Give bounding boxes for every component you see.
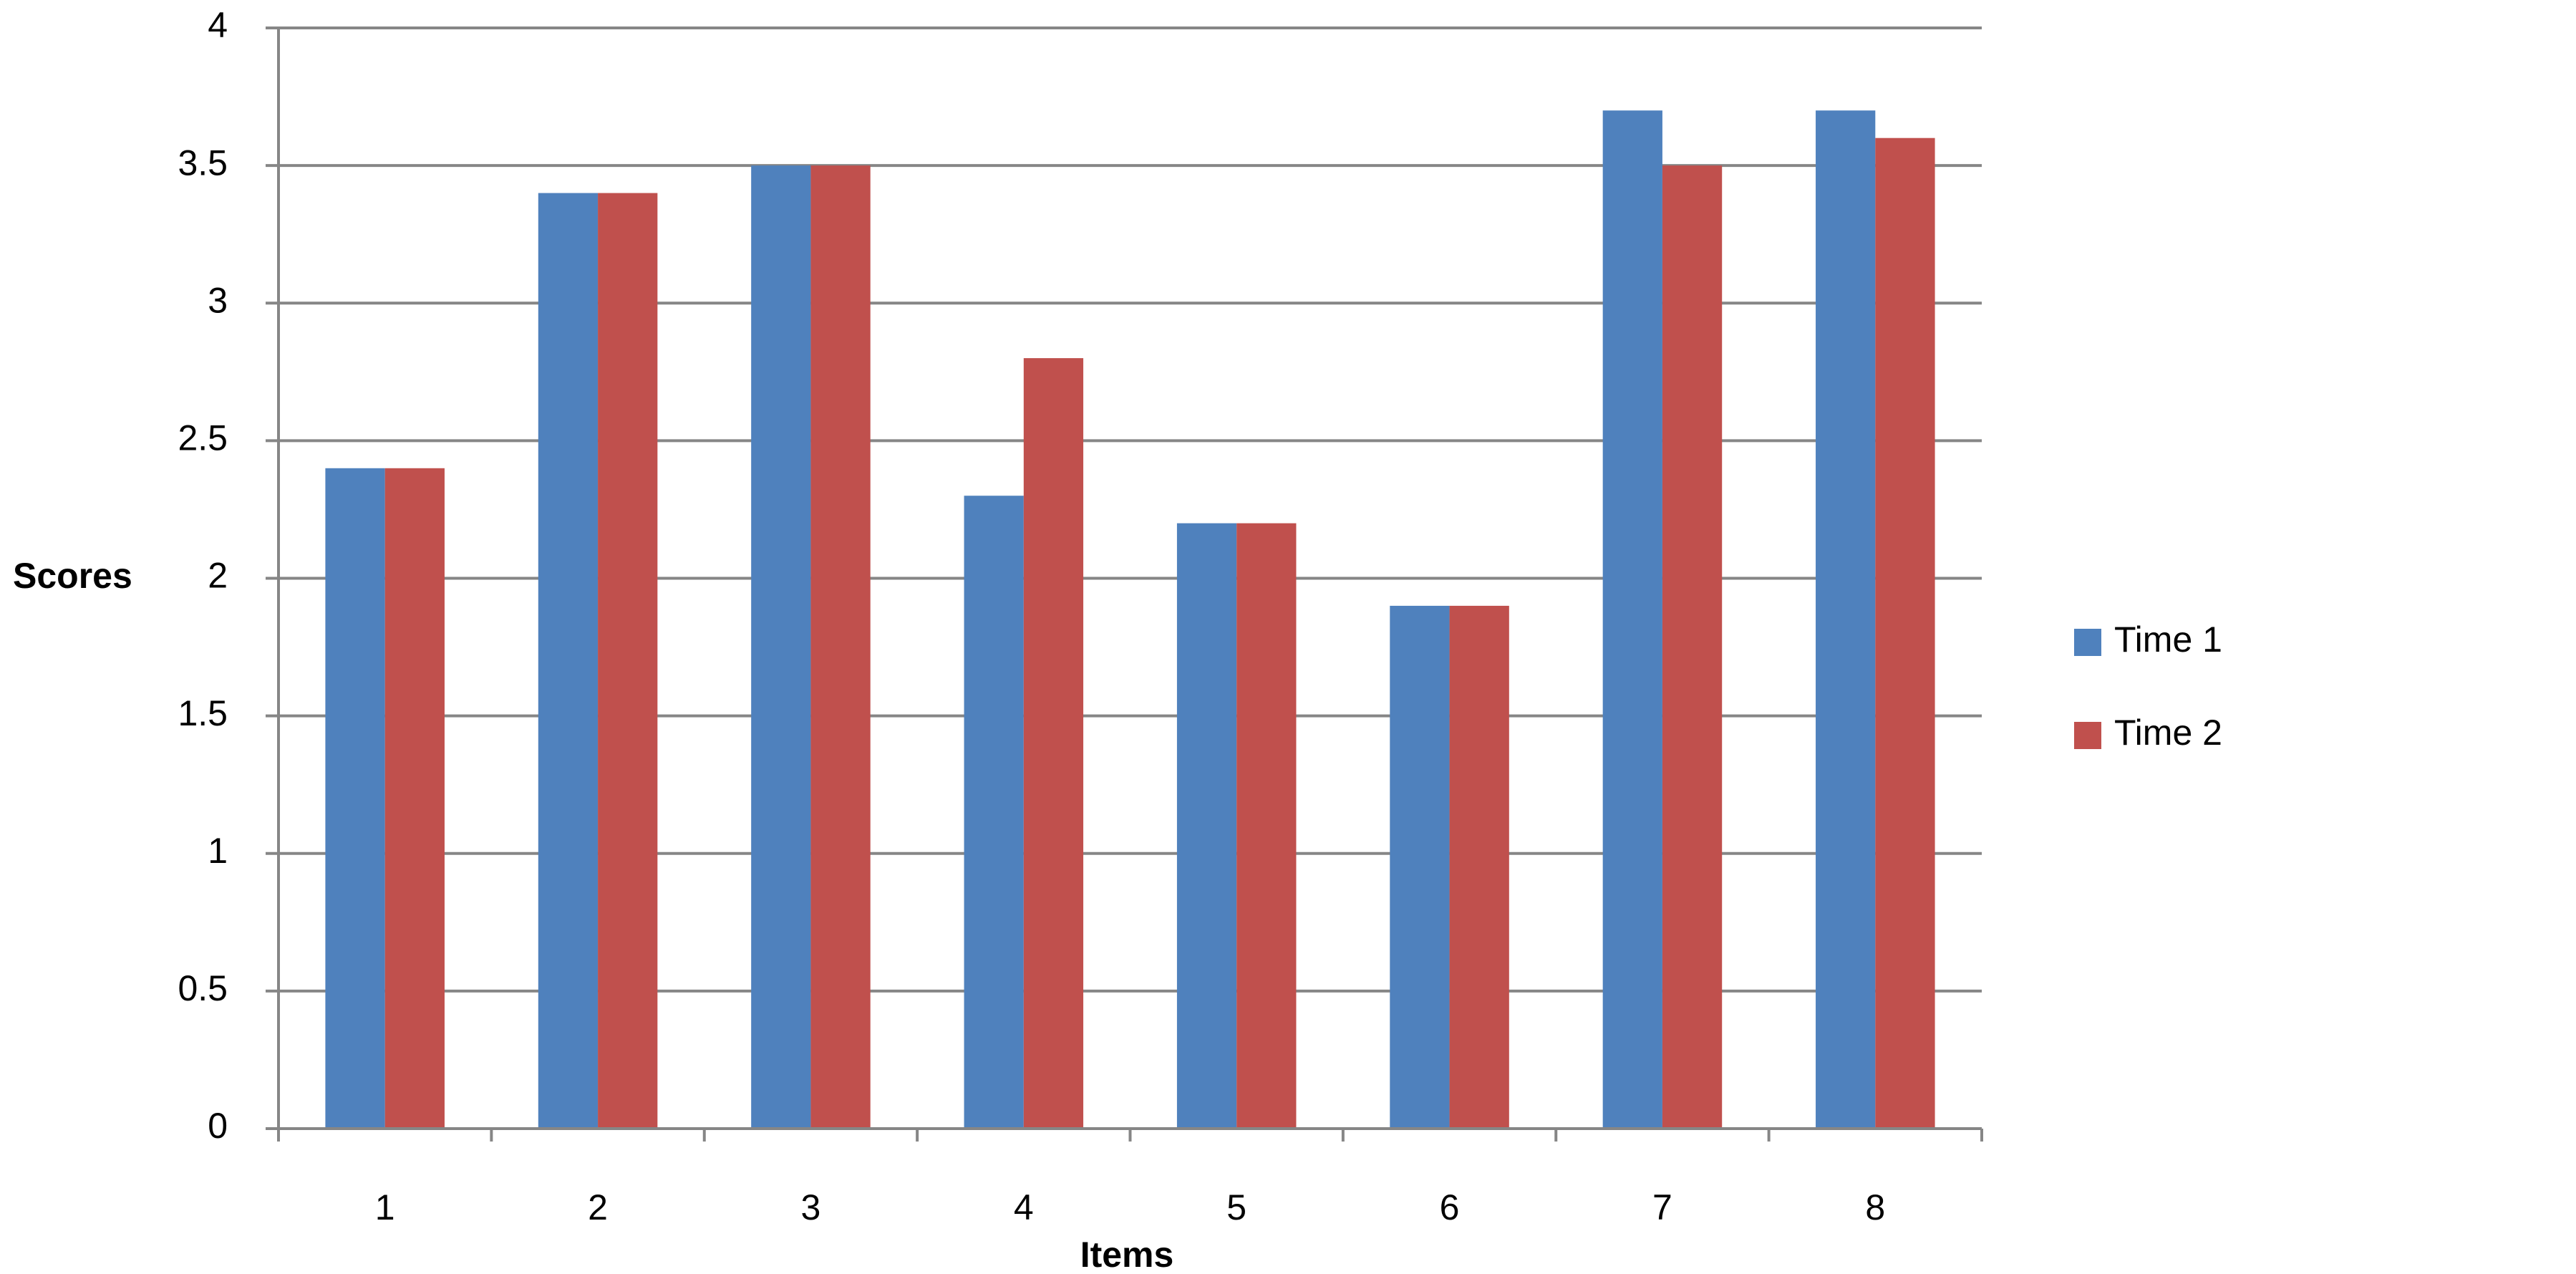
bar: [384, 468, 445, 1129]
bar: [1176, 523, 1237, 1129]
y-tick-label: 0: [208, 1106, 228, 1146]
legend-swatch: [2074, 629, 2101, 656]
x-axis-title: Items: [1080, 1235, 1174, 1274]
bar: [810, 165, 871, 1129]
x-tick-label: 4: [1014, 1187, 1034, 1227]
y-tick-label: 1: [208, 831, 228, 871]
bar: [325, 468, 385, 1129]
bar: [1449, 605, 1509, 1129]
x-tick-label: 6: [1440, 1187, 1460, 1227]
bar: [1816, 110, 1876, 1129]
x-tick-label: 8: [1865, 1187, 1885, 1227]
y-tick-label: 3.5: [178, 143, 228, 183]
y-tick-label: 2.5: [178, 418, 228, 458]
x-tick-label: 2: [588, 1187, 608, 1227]
y-tick-label: 0.5: [178, 968, 228, 1008]
bar: [751, 165, 811, 1129]
bar: [538, 193, 599, 1129]
bar: [1390, 605, 1450, 1129]
y-tick-label: 4: [208, 5, 228, 45]
y-tick-label: 1.5: [178, 693, 228, 733]
y-tick-label: 3: [208, 280, 228, 320]
bar: [598, 193, 658, 1129]
y-tick-label: 2: [208, 556, 228, 596]
legend-label: Time 1: [2114, 619, 2222, 660]
bar: [1023, 358, 1084, 1129]
bar: [1236, 523, 1297, 1129]
x-tick-label: 7: [1652, 1187, 1672, 1227]
x-tick-label: 3: [801, 1187, 821, 1227]
y-axis-title: Scores: [13, 556, 132, 596]
bar: [1662, 165, 1723, 1129]
legend-swatch: [2074, 722, 2101, 749]
bar: [1875, 137, 1935, 1129]
bar: [1602, 110, 1662, 1129]
x-tick-label: 5: [1226, 1187, 1246, 1227]
bar: [964, 496, 1024, 1129]
legend-label: Time 2: [2114, 713, 2222, 753]
x-tick-label: 1: [375, 1187, 395, 1227]
